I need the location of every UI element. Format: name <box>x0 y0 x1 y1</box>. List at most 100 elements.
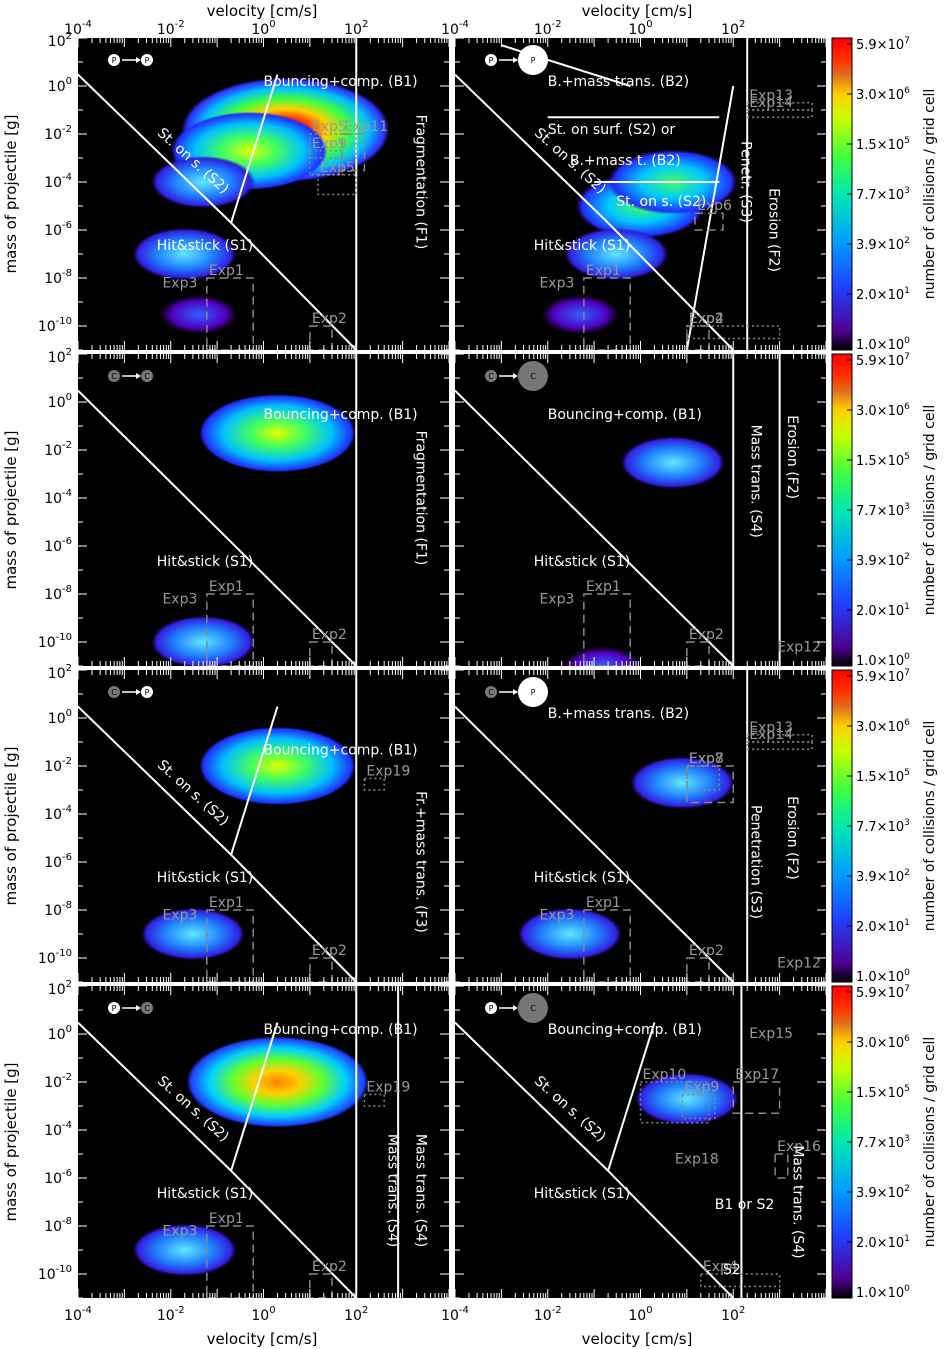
regime-label: St. on surf. (S2) or <box>548 122 676 138</box>
collision-density-blob <box>634 1072 739 1125</box>
target-label: C <box>144 1004 150 1013</box>
regime-label: Mass trans. (S4) <box>748 425 764 538</box>
experiment-label: Exp1 <box>586 579 621 595</box>
experiment-box <box>774 1153 789 1179</box>
y-tick-label: 10-8 <box>44 268 72 287</box>
colorbar-tick-label: 3.0×106 <box>856 86 910 103</box>
experiment-label: Exp4 <box>689 311 724 327</box>
experiment-box <box>363 777 385 791</box>
panel-background <box>455 986 826 1298</box>
regime-label: B1 or S2 <box>715 1197 775 1213</box>
projectile-label: C <box>488 372 494 381</box>
experiment-label: Exp2 <box>689 943 724 959</box>
colorbar-tick-label: 1.5×105 <box>856 1084 910 1101</box>
panel-plot-area: Exp1 Exp2 Exp3 Exp12 Bouncing+comp. (B1) Hit&… <box>455 354 821 666</box>
experiment-label: Exp2 <box>312 311 347 327</box>
experiment-label: Exp1 <box>209 579 244 595</box>
bottom-x-tick-label: 102 <box>344 1305 368 1324</box>
experiment-label: Exp16 <box>777 1139 821 1155</box>
panel-ticks <box>454 985 827 1299</box>
y-tick-label: 10-4 <box>44 804 72 823</box>
arrow-head-icon <box>513 373 518 379</box>
regime-label: B.+mass trans. (B2) <box>548 706 689 722</box>
colorbars: 5.9×107 3.0×106 1.5×105 7.7×103 3.9×102 2.0×1… <box>831 36 938 1301</box>
experiment-label: Exp2 <box>689 311 724 327</box>
y-tick-label: 10-10 <box>38 948 72 967</box>
regime-boundary-line <box>230 1170 357 1298</box>
panel-background <box>455 670 826 982</box>
y-tick-label: 10-4 <box>44 172 72 191</box>
regime-label: S2 <box>723 1262 741 1278</box>
experiment-label: Exp9 <box>312 136 347 152</box>
experiment-box <box>746 741 813 750</box>
experiment-box <box>206 593 254 666</box>
colorbar-title: number of collisions / grid cell <box>922 721 938 931</box>
colorbar-tick-label: 3.9×102 <box>856 1184 910 1201</box>
colorbar-tick-label: 3.9×102 <box>856 236 910 253</box>
top-x-axis-label-left: velocity [cm/s] <box>207 2 318 20</box>
colorbar-tick-label: 3.0×106 <box>856 718 910 735</box>
colorbar-tick-label: 1.5×105 <box>856 136 910 153</box>
collision-density-blob <box>132 228 237 280</box>
regime-label: Hit&stick (S1) <box>534 870 630 886</box>
bottom-x-tick-label: 100 <box>251 1305 275 1324</box>
target-icon <box>141 1002 153 1014</box>
experiment-box <box>686 325 781 340</box>
target-label: P <box>145 56 150 65</box>
y-tick-label: 10-8 <box>44 900 72 919</box>
colorbar-tick-label: 1.5×105 <box>856 452 910 469</box>
y-tick-label: 10-2 <box>44 124 72 143</box>
colorbar-tick-label: 7.7×103 <box>856 502 910 519</box>
panel-C-C-1-0: Exp1 Exp2 Exp3 Bouncing+comp. (B1) Hit&stick… <box>77 353 450 667</box>
bottom-x-tick-label: 102 <box>721 1305 745 1324</box>
regime-label: Penetr. (S3) <box>737 141 753 223</box>
y-axis-label: mass of projectile [g] <box>2 114 20 273</box>
y-tick-label: 10-8 <box>44 1216 72 1235</box>
regime-label: Bouncing+comp. (B1) <box>548 407 702 423</box>
experiment-label: Exp2 <box>312 627 347 643</box>
top-x-axis-label-right: velocity [cm/s] <box>582 2 693 20</box>
bottom-x-tick-label: 10-4 <box>441 1305 469 1324</box>
experiment-label: Exp1 <box>209 1211 244 1227</box>
regime-label: Bouncing+comp. (B1) <box>264 407 418 423</box>
projectile-icon <box>485 54 497 66</box>
experiment-label: Exp9 <box>684 1080 719 1096</box>
regime-label: Mass trans. (S4) <box>385 1134 401 1247</box>
colorbar-tick-label: 3.0×106 <box>856 1034 910 1051</box>
regime-boundary-line <box>78 73 232 224</box>
target-icon <box>518 677 548 707</box>
colorbar-tick-label: 1.0×100 <box>856 1284 910 1301</box>
experiment-box <box>309 325 333 350</box>
experiment-label: Exp4 <box>703 1259 738 1275</box>
arrow-head-icon <box>136 57 141 63</box>
projectile-icon <box>485 686 497 698</box>
colorbar-tick-label: 7.7×103 <box>856 818 910 835</box>
experiment-box <box>746 109 813 118</box>
regime-boundary-line <box>230 222 357 350</box>
collision-density-blob <box>564 228 669 280</box>
collision-density-blob <box>159 295 238 335</box>
regime-label: Hit&stick (S1) <box>534 238 630 254</box>
experiment-box <box>700 1273 781 1288</box>
experiment-box <box>206 1225 254 1298</box>
regime-label: Bouncing+comp. (B1) <box>264 74 418 90</box>
experiment-box <box>583 909 631 982</box>
collision-density-blob <box>541 295 620 335</box>
regime-boundary-line <box>230 1022 279 1172</box>
collision-density-blob <box>199 394 356 473</box>
projectile-label: C <box>111 372 117 381</box>
colorbar-tick-label: 1.5×105 <box>856 768 910 785</box>
colorbar-title: number of collisions / grid cell <box>922 1037 938 1247</box>
panel-ticks <box>77 985 450 1299</box>
experiment-label: Exp8 <box>689 751 724 767</box>
colorbar-tick-label: 2.0×101 <box>856 1234 910 1251</box>
experiment-label: Exp3 <box>162 908 197 924</box>
colorbar-tick-label: 3.9×102 <box>856 552 910 569</box>
regime-label: Erosion (F2) <box>784 796 800 880</box>
target-icon <box>141 370 153 382</box>
experiment-label: Exp12 <box>777 640 821 656</box>
y-tick-label: 10-4 <box>44 1120 72 1139</box>
bottom-x-tick-label: 10-2 <box>157 1305 185 1324</box>
